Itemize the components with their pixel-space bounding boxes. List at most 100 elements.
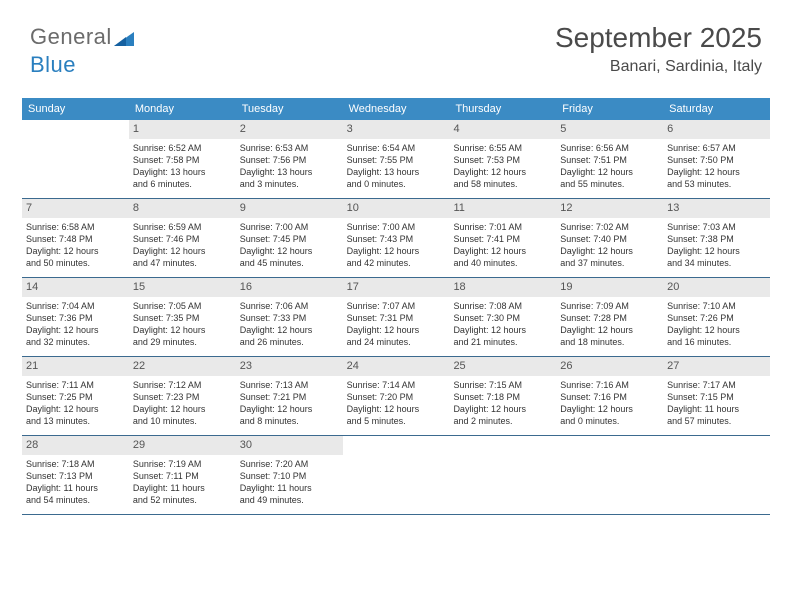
day-detail: Sunrise: 7:06 AM <box>240 300 339 312</box>
day-cell: 12 Sunrise: 7:02 AMSunset: 7:40 PMDayligh… <box>556 199 663 277</box>
day-detail: Sunrise: 6:54 AM <box>347 142 446 154</box>
day-cell: 7Sunrise: 6:58 AMSunset: 7:48 PMDaylight… <box>22 199 129 277</box>
week-row: 1 Sunrise: 6:52 AMSunset: 7:58 PM Daylight… <box>22 120 770 199</box>
day-header: Tuesday <box>236 98 343 120</box>
day-detail: Daylight: 12 hours <box>560 166 659 178</box>
day-detail: and 18 minutes. <box>560 336 659 348</box>
day-header: Monday <box>129 98 236 120</box>
day-detail: and 21 minutes. <box>453 336 552 348</box>
day-cell: 30Sunrise: 7:20 AMSunset: 7:10 PMDayligh… <box>236 436 343 514</box>
day-detail: and 0 minutes. <box>560 415 659 427</box>
day-detail: and 32 minutes. <box>26 336 125 348</box>
day-detail: Daylight: 12 hours <box>560 403 659 415</box>
day-cell: 21Sunrise: 7:11 AMSunset: 7:25 PMDayligh… <box>22 357 129 435</box>
day-number: 5 <box>556 120 663 139</box>
day-detail: Sunset: 7:50 PM <box>667 154 766 166</box>
day-detail: Sunrise: 7:11 AM <box>26 379 125 391</box>
day-detail: Sunset: 7:31 PM <box>347 312 446 324</box>
day-detail: and 0 minutes. <box>347 178 446 190</box>
day-number: 22 <box>129 357 236 376</box>
day-detail: Sunset: 7:55 PM <box>347 154 446 166</box>
day-number: 16 <box>236 278 343 297</box>
day-detail: Sunrise: 7:01 AM <box>453 221 552 233</box>
day-detail: Sunrise: 6:55 AM <box>453 142 552 154</box>
day-detail: Daylight: 12 hours <box>560 324 659 336</box>
day-number: 23 <box>236 357 343 376</box>
day-number: 11 <box>449 199 556 218</box>
day-detail: Daylight: 13 hours <box>347 166 446 178</box>
day-detail: Sunset: 7:45 PM <box>240 233 339 245</box>
day-detail: Sunset: 7:13 PM <box>26 470 125 482</box>
day-detail: and 26 minutes. <box>240 336 339 348</box>
day-detail: and 58 minutes. <box>453 178 552 190</box>
day-detail: Daylight: 12 hours <box>453 245 552 257</box>
day-cell: 6Sunrise: 6:57 AMSunset: 7:50 PMDaylight… <box>663 120 770 198</box>
day-cell: 8Sunrise: 6:59 AMSunset: 7:46 PMDaylight… <box>129 199 236 277</box>
day-number: 30 <box>236 436 343 455</box>
day-detail: and 10 minutes. <box>133 415 232 427</box>
day-detail: Sunset: 7:58 PM <box>133 154 232 166</box>
day-detail: Daylight: 12 hours <box>240 245 339 257</box>
day-cell: 13Sunrise: 7:03 AMSunset: 7:38 PMDayligh… <box>663 199 770 277</box>
day-detail: Sunrise: 6:57 AM <box>667 142 766 154</box>
day-detail: and 5 minutes. <box>347 415 446 427</box>
day-detail: and 24 minutes. <box>347 336 446 348</box>
day-header: Thursday <box>449 98 556 120</box>
day-detail: Sunset: 7:10 PM <box>240 470 339 482</box>
day-detail: Sunset: 7:21 PM <box>240 391 339 403</box>
header-right: September 2025 Banari, Sardinia, Italy <box>555 22 762 76</box>
day-number: 28 <box>22 436 129 455</box>
day-number: 2 <box>236 120 343 139</box>
week-row: 28Sunrise: 7:18 AMSunset: 7:13 PMDayligh… <box>22 436 770 515</box>
day-number: 9 <box>236 199 343 218</box>
day-number: 10 <box>343 199 450 218</box>
day-detail: and 47 minutes. <box>133 257 232 269</box>
day-detail: and 54 minutes. <box>26 494 125 506</box>
brand-part1: General <box>30 24 112 49</box>
day-detail: Sunrise: 7:14 AM <box>347 379 446 391</box>
day-cell: 3Sunrise: 6:54 AMSunset: 7:55 PMDaylight… <box>343 120 450 198</box>
day-detail: Sunrise: 6:52 AM <box>133 142 232 154</box>
day-detail: Sunrise: 7:02 AM <box>560 221 659 233</box>
day-number: 24 <box>343 357 450 376</box>
day-detail: Sunset: 7:23 PM <box>133 391 232 403</box>
day-number: 1 <box>129 120 236 139</box>
day-detail: Sunset: 7:36 PM <box>26 312 125 324</box>
day-detail: Daylight: 11 hours <box>133 482 232 494</box>
day-number: 14 <box>22 278 129 297</box>
day-number: 8 <box>129 199 236 218</box>
brand-part2: Blue <box>30 52 76 77</box>
day-detail: Daylight: 12 hours <box>347 245 446 257</box>
day-cell <box>343 436 450 514</box>
brand-logo: General Blue <box>30 24 134 78</box>
day-detail: and 37 minutes. <box>560 257 659 269</box>
day-detail: Daylight: 12 hours <box>560 245 659 257</box>
day-detail: Sunset: 7:41 PM <box>453 233 552 245</box>
day-detail: Sunset: 7:18 PM <box>453 391 552 403</box>
day-detail: Sunrise: 7:00 AM <box>240 221 339 233</box>
day-number: 6 <box>663 120 770 139</box>
day-detail: Sunset: 7:33 PM <box>240 312 339 324</box>
day-cell <box>663 436 770 514</box>
day-number: 12 <box>556 199 663 218</box>
day-detail: Daylight: 12 hours <box>667 324 766 336</box>
day-number: 13 <box>663 199 770 218</box>
day-detail: and 52 minutes. <box>133 494 232 506</box>
day-detail: Sunset: 7:56 PM <box>240 154 339 166</box>
day-detail: and 13 minutes. <box>26 415 125 427</box>
day-number: 4 <box>449 120 556 139</box>
day-detail: Daylight: 12 hours <box>26 403 125 415</box>
day-cell: 27Sunrise: 7:17 AMSunset: 7:15 PMDayligh… <box>663 357 770 435</box>
day-cell: 11 Sunrise: 7:01 AMSunset: 7:41 PMDayligh… <box>449 199 556 277</box>
day-cell: 20Sunrise: 7:10 AMSunset: 7:26 PMDayligh… <box>663 278 770 356</box>
day-cell: 29Sunrise: 7:19 AMSunset: 7:11 PMDayligh… <box>129 436 236 514</box>
day-detail: Sunrise: 7:12 AM <box>133 379 232 391</box>
day-detail: Sunset: 7:15 PM <box>667 391 766 403</box>
day-detail: Sunset: 7:40 PM <box>560 233 659 245</box>
day-detail: Daylight: 11 hours <box>26 482 125 494</box>
week-row: 21Sunrise: 7:11 AMSunset: 7:25 PMDayligh… <box>22 357 770 436</box>
day-detail: Sunrise: 7:05 AM <box>133 300 232 312</box>
day-detail: Sunrise: 7:20 AM <box>240 458 339 470</box>
day-number: 18 <box>449 278 556 297</box>
day-cell: 15Sunrise: 7:05 AMSunset: 7:35 PMDayligh… <box>129 278 236 356</box>
